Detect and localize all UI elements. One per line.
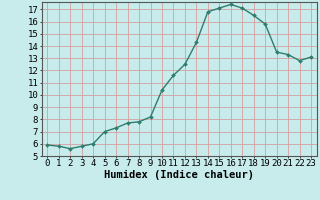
X-axis label: Humidex (Indice chaleur): Humidex (Indice chaleur): [104, 170, 254, 180]
